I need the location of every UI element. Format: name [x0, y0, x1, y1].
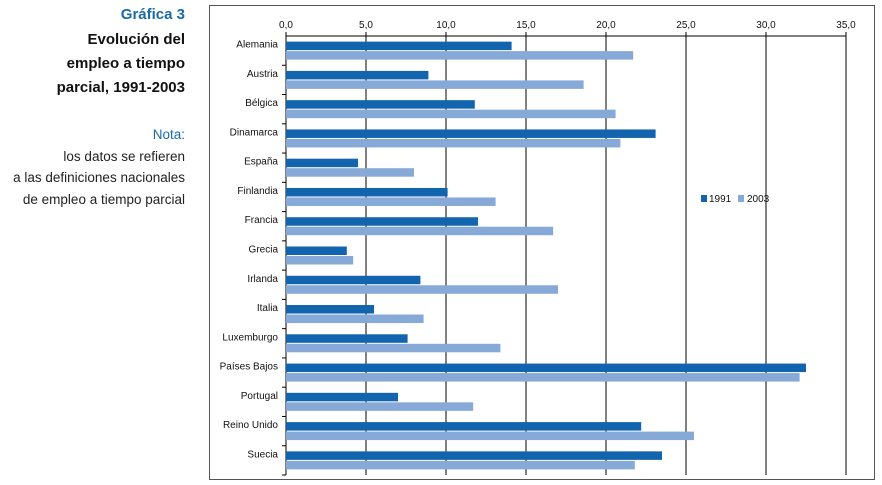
note-line: a las definiciones nacionales [13, 170, 185, 185]
bar-1991 [286, 451, 662, 460]
bar-1991 [286, 275, 421, 285]
bar-2003 [286, 402, 474, 411]
x-tick-label: 20,0 [596, 20, 616, 31]
bar-2003 [286, 80, 584, 89]
legend-label-2003: 2003 [747, 194, 770, 205]
figure-label: Gráfica 3 [120, 6, 185, 23]
figure-title-line: empleo a tiempo [66, 55, 185, 72]
bar-2003 [286, 373, 800, 382]
category-label: Finlandia [237, 186, 278, 197]
note-label: Nota: [152, 127, 185, 142]
x-tick-label: 30,0 [756, 20, 776, 31]
figure-title: Evolución del empleo a tiempo parcial, 1… [0, 28, 185, 100]
x-tick-label: 5,0 [359, 20, 373, 31]
bar-2003 [286, 197, 496, 206]
bar-2003 [286, 138, 621, 148]
bar-2003 [286, 431, 694, 441]
bar-1991 [286, 187, 448, 197]
bar-1991 [286, 217, 478, 226]
category-label: Alemania [236, 40, 278, 51]
legend-swatch-1991 [701, 195, 707, 202]
category-label: Países Bajos [220, 362, 278, 373]
bar-1991 [286, 422, 642, 431]
category-label: Bélgica [245, 98, 278, 109]
bar-2003 [286, 168, 414, 177]
note-line: Nota: los datos se refieren [0, 124, 185, 167]
x-tick-label: 35,0 [836, 20, 856, 31]
category-label: Portugal [241, 391, 278, 402]
bar-chart: 0,0 5,0 10,0 15,0 20,0 25,0 30,0 35,0 Alemania Au… [220, 20, 856, 476]
legend-swatch-2003 [738, 195, 744, 202]
figure-title-line: Evolución del [87, 31, 185, 48]
x-tick-label: 0,0 [279, 20, 293, 31]
bar-2003 [286, 226, 554, 236]
x-tick-label: 25,0 [676, 20, 696, 31]
bar-2003 [286, 460, 635, 470]
bar-1991 [286, 41, 512, 51]
bar-1991 [286, 363, 806, 373]
bar-2003 [286, 285, 558, 294]
note-line: de empleo a tiempo parcial [22, 191, 185, 207]
bar-2003 [286, 256, 354, 265]
legend-label-1991: 1991 [709, 194, 732, 205]
category-label: Dinamarca [230, 127, 279, 138]
category-label: Italia [257, 303, 279, 314]
category-label: Grecia [249, 245, 279, 256]
category-label: Suecia [247, 449, 278, 460]
bar-1991 [286, 334, 408, 343]
figure-title-line: parcial, 1991-2003 [56, 79, 185, 96]
bar-2003 [286, 51, 634, 60]
bar-2003 [286, 343, 501, 353]
bar-1991 [286, 392, 398, 402]
category-label: España [244, 157, 278, 168]
category-label: Francia [245, 215, 279, 226]
chart-frame: 0,0 5,0 10,0 15,0 20,0 25,0 30,0 35,0 Alemania Au… [209, 5, 875, 480]
category-label: Austria [247, 69, 279, 80]
bar-1991 [286, 246, 347, 255]
figure-note: Nota: los datos se refieren a las defini… [0, 124, 185, 210]
x-tick-label: 15,0 [516, 20, 536, 31]
bar-1991 [286, 100, 475, 109]
bar-2003 [286, 314, 424, 324]
bar-1991 [286, 158, 358, 168]
note-text: los datos se refieren [63, 148, 185, 164]
bar-2003 [286, 109, 616, 119]
bar-1991 [286, 70, 429, 80]
category-label: Reino Unido [223, 420, 278, 431]
category-label: Irlanda [247, 274, 278, 285]
bar-1991 [286, 129, 656, 138]
x-tick-label: 10,0 [436, 20, 456, 31]
bar-1991 [286, 305, 374, 314]
category-label: Luxemburgo [222, 332, 278, 343]
